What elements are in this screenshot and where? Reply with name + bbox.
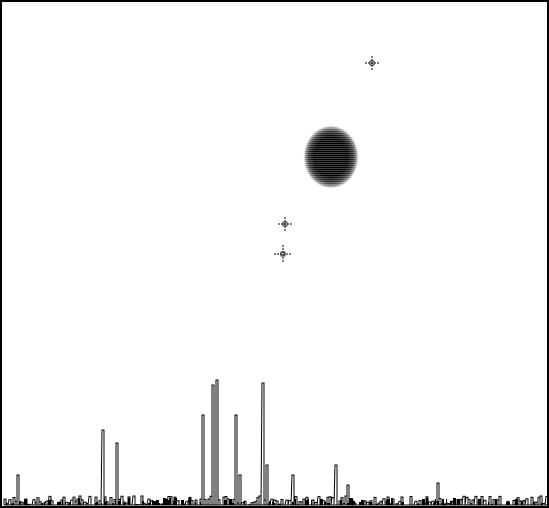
histogram-fill-segment [244, 501, 245, 505]
histogram-fill-segment [386, 500, 387, 505]
markers-layer [274, 56, 379, 263]
histogram-fill-segment [478, 499, 481, 505]
histogram-fill-segment [173, 501, 176, 505]
histogram-fill-segment [521, 501, 523, 505]
histogram-fill-segment [453, 498, 456, 505]
histogram-fill-segment [488, 502, 489, 505]
histogram-fill-segment [495, 499, 497, 505]
histogram-fill-segment [515, 499, 518, 505]
histogram-trace [3, 379, 547, 506]
histogram-fill-segment [6, 502, 7, 505]
histogram-fill-segment [48, 500, 51, 505]
histogram-fill-segment [115, 500, 116, 505]
histogram-fill-segment [295, 499, 296, 505]
histogram-fill-segment [101, 503, 102, 505]
histogram-fill-segment [311, 500, 312, 505]
histogram-fill-segment [128, 498, 130, 505]
histogram-fill-segment [62, 499, 63, 505]
histogram-fill-segment [181, 500, 184, 505]
histogram-fill-segment [118, 501, 121, 505]
histogram-fill-segment [195, 502, 196, 505]
histogram-fill-segment [446, 499, 447, 505]
histogram-fill-segment [369, 502, 372, 505]
histogram-fill-segment [426, 498, 428, 505]
crosshair-marker-middle [278, 217, 292, 231]
histogram-bars [3, 379, 547, 506]
histogram-fill-segment [327, 503, 330, 505]
histogram-fill-segment [24, 499, 27, 505]
histogram-fill-segment [350, 498, 353, 505]
histogram-fill-segment [340, 500, 342, 505]
histogram-fill-segment [272, 502, 274, 505]
histogram-fill-segment [387, 499, 390, 505]
histogram-fill-segment [541, 503, 543, 505]
histogram-fill-segment [292, 502, 294, 505]
histogram-fill-segment [391, 498, 393, 505]
histogram-fill-segment [433, 503, 435, 505]
histogram-fill-segment [507, 502, 510, 505]
histogram-fill-segment [347, 503, 350, 505]
crosshair-marker-top [365, 56, 379, 70]
histogram-fill-segment [457, 499, 460, 505]
histogram-fill-segment [435, 499, 436, 505]
histogram-fill-segment [142, 501, 143, 505]
histogram-fill-segment [95, 503, 96, 505]
histogram-fill-segment [148, 503, 151, 505]
histogram-fill-segment [157, 503, 160, 505]
histogram-fill-segment [143, 501, 144, 505]
histogram-fill-segment [324, 502, 326, 505]
histogram-fill-segment [352, 501, 355, 505]
histogram-fill-segment [44, 503, 45, 505]
histogram-fill-segment [152, 500, 153, 505]
histogram-fill-segment [401, 502, 404, 505]
histogram-fill-segment [229, 499, 232, 505]
histogram-fill-segment [269, 501, 271, 505]
histogram-fill-segment [361, 500, 364, 505]
crosshair-marker-lower [274, 245, 292, 263]
histogram-fill-segment [58, 502, 61, 505]
histogram-fill-segment [104, 502, 107, 505]
histogram-fill-segment [163, 498, 166, 505]
histogram-fill-segment [442, 499, 444, 505]
histogram-fill-segment [156, 500, 159, 505]
histogram-fill-segment [534, 503, 535, 505]
histogram-fill-segment [41, 503, 43, 505]
histogram-fill-segment [123, 503, 126, 505]
histogram-fill-segment [78, 498, 80, 505]
histogram-fill-segment [19, 501, 21, 505]
histogram-fill-segment [69, 502, 71, 505]
histogram-fill-segment [305, 500, 308, 505]
histogram-fill-segment [200, 502, 201, 505]
histogram-fill-segment [189, 498, 191, 505]
histogram-fill-segment [437, 501, 439, 505]
histogram-fill-segment [104, 498, 105, 505]
histogram-fill-segment [320, 499, 323, 505]
histogram-fill-segment [166, 500, 169, 505]
histogram-fill-segment [169, 498, 171, 505]
histogram-fill-segment [50, 499, 51, 505]
histogram-fill-segment [154, 501, 156, 505]
histogram-fill-segment [57, 502, 58, 505]
histogram-fill-segment [359, 502, 362, 505]
histogram-fill-segment [13, 503, 14, 505]
dark-blob [303, 125, 359, 189]
histogram-fill-segment [96, 502, 98, 505]
histogram-fill-segment [224, 500, 227, 505]
histogram-fill-segment [450, 501, 452, 505]
histogram-fill-segment [232, 503, 234, 505]
histogram-fill-segment [422, 499, 425, 505]
